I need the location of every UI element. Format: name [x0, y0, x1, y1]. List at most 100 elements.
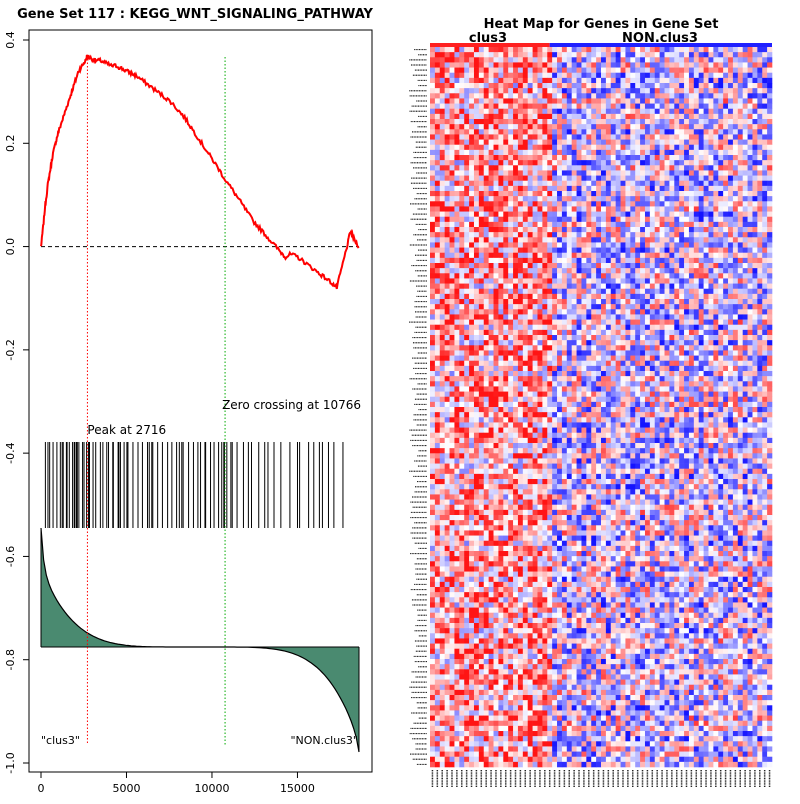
heatmap-cell: [752, 289, 757, 294]
heatmap-cell: [762, 392, 767, 397]
heatmap-cell: [694, 196, 699, 201]
heatmap-cell: [738, 356, 743, 361]
heatmap-cell: [757, 222, 762, 227]
heatmap-cell: [489, 124, 494, 129]
heatmap-cell: [640, 104, 645, 109]
heatmap-cell: [567, 78, 572, 83]
heatmap-cell: [689, 237, 694, 242]
heatmap-cell: [469, 397, 474, 402]
heatmap-cell: [542, 268, 547, 273]
heatmap-cell: [430, 242, 435, 247]
heatmap-cell: [713, 212, 718, 217]
heatmap-cell: [704, 366, 709, 371]
heatmap-cell: [596, 278, 601, 283]
heatmap-cell: [523, 309, 528, 314]
heatmap-cell: [640, 350, 645, 355]
heatmap-cell: [440, 124, 445, 129]
heatmap-cell: [577, 356, 582, 361]
heatmap-cell: [640, 397, 645, 402]
heatmap-cell: [767, 381, 772, 386]
heatmap-cell: [459, 181, 464, 186]
heatmap-cell: [508, 124, 513, 129]
heatmap-cell: [625, 299, 630, 304]
heatmap-cell: [479, 284, 484, 289]
heatmap-cell: [591, 268, 596, 273]
heatmap-cell: [738, 263, 743, 268]
heatmap-cell: [630, 134, 635, 139]
heatmap-cell: [494, 253, 499, 258]
heatmap-cell: [655, 314, 660, 319]
heatmap-cell: [650, 278, 655, 283]
heatmap-cell: [518, 320, 523, 325]
heatmap-cell: [508, 320, 513, 325]
heatmap-cell: [733, 289, 738, 294]
heatmap-cell: [655, 150, 660, 155]
heatmap-cell: [528, 376, 533, 381]
heatmap-cell: [762, 325, 767, 330]
heatmap-cell: [630, 186, 635, 191]
heatmap-cell: [498, 114, 503, 119]
heatmap-cell: [635, 47, 640, 52]
heatmap-cell: [699, 381, 704, 386]
heatmap-cell: [708, 98, 713, 103]
heatmap-cell: [567, 212, 572, 217]
heatmap-cell: [518, 129, 523, 134]
heatmap-cell: [718, 52, 723, 57]
heatmap-cell: [689, 309, 694, 314]
heatmap-cell: [464, 206, 469, 211]
heatmap-cell: [450, 212, 455, 217]
heatmap-cell: [528, 330, 533, 335]
heatmap-cell: [533, 284, 538, 289]
heatmap-cell: [743, 345, 748, 350]
heatmap-cell: [464, 314, 469, 319]
heatmap-cell: [567, 345, 572, 350]
heatmap-cell: [630, 325, 635, 330]
heatmap-cell: [625, 160, 630, 165]
heatmap-cell: [498, 304, 503, 309]
heatmap-cell: [469, 222, 474, 227]
heatmap-cell: [513, 232, 518, 237]
heatmap-cell: [479, 309, 484, 314]
heatmap-cell: [640, 309, 645, 314]
heatmap-cell: [479, 253, 484, 258]
heatmap-cell: [542, 232, 547, 237]
heatmap-cell: [606, 371, 611, 376]
heatmap-cell: [547, 181, 552, 186]
heatmap-cell: [484, 325, 489, 330]
heatmap-cell: [435, 191, 440, 196]
heatmap-cell: [489, 201, 494, 206]
heatmap-cell: [459, 206, 464, 211]
heatmap-cell: [713, 222, 718, 227]
heatmap-cell: [572, 186, 577, 191]
heatmap-cell: [577, 237, 582, 242]
heatmap-cell: [518, 381, 523, 386]
heatmap-cell: [679, 109, 684, 114]
heatmap-cell: [708, 196, 713, 201]
heatmap-cell: [450, 181, 455, 186]
heatmap-cell: [577, 160, 582, 165]
heatmap-cell: [557, 68, 562, 73]
heatmap-cell: [430, 98, 435, 103]
heatmap-cell: [557, 258, 562, 263]
heatmap-cell: [743, 62, 748, 67]
heatmap-cell: [616, 314, 621, 319]
heatmap-cell: [430, 62, 435, 67]
heatmap-cell: [733, 335, 738, 340]
heatmap-cell: [489, 294, 494, 299]
heatmap-cell: [689, 273, 694, 278]
heatmap-cell: [674, 268, 679, 273]
heatmap-cell: [684, 340, 689, 345]
heatmap-cell: [562, 340, 567, 345]
heatmap-cell: [454, 253, 459, 258]
heatmap-cell: [616, 150, 621, 155]
heatmap-cell: [435, 134, 440, 139]
heatmap-cell: [748, 176, 753, 181]
heatmap-cell: [523, 376, 528, 381]
heatmap-cell: [708, 340, 713, 345]
heatmap-cell: [547, 335, 552, 340]
heatmap-cell: [728, 217, 733, 222]
heatmap-cell: [484, 145, 489, 150]
heatmap-cell: [660, 83, 665, 88]
heatmap-cell: [650, 314, 655, 319]
heatmap-cell: [547, 289, 552, 294]
